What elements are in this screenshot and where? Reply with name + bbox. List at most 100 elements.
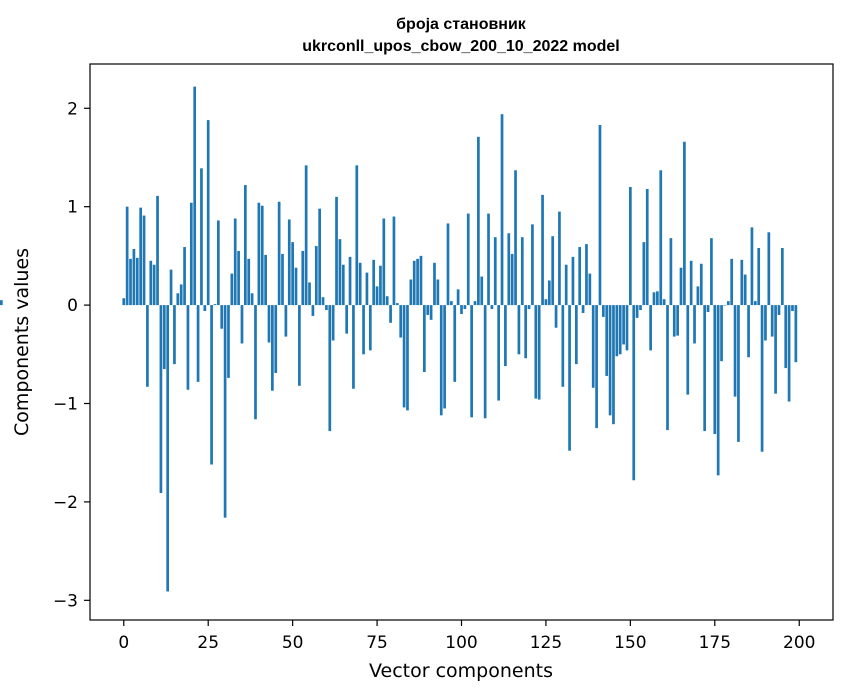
bar [142,215,146,306]
bar [730,258,734,306]
bar [456,289,460,306]
bar [125,206,129,306]
bar [274,305,278,373]
bar [176,293,180,306]
bar [693,305,696,344]
bar [720,305,723,362]
bar [362,305,365,355]
bar [416,258,419,306]
bar [0,300,3,306]
bar [409,279,413,306]
bar [500,114,504,306]
bar [331,305,335,341]
bar [250,293,254,306]
bar [713,305,717,435]
bar [433,262,436,306]
y-axis-ticks: −3 −2 −1 0 1 2 [53,99,90,611]
x-axis-label: Vector components [369,660,553,682]
bar [669,238,673,306]
bars-group [0,86,798,592]
bar [591,305,595,388]
bar [395,303,399,306]
bar [595,305,598,429]
bar [365,272,369,306]
bar [672,305,676,337]
bar [382,218,386,306]
bar [460,305,463,314]
bar [764,305,767,341]
bar [794,305,798,363]
bar [277,201,281,306]
bar [547,280,551,306]
x-tick-label: 150 [614,633,646,653]
bar [402,305,406,408]
chart-title-line-1: броја становник [396,16,527,33]
bar [429,305,433,320]
bar [321,297,325,306]
bar [379,265,382,306]
bar [612,305,615,425]
bar [574,305,578,365]
bar [156,195,159,306]
bar [314,246,318,306]
bar [601,305,605,317]
bar [152,264,156,306]
y-tick-label: −3 [53,591,78,611]
bar [267,305,271,343]
bar [615,305,619,357]
bar [477,136,480,306]
bar [777,305,781,315]
bar [284,305,288,337]
x-tick-label: 0 [118,633,129,653]
bar [240,305,244,344]
bar [254,305,257,420]
bar [598,125,602,306]
bar [450,301,453,306]
bar [368,305,372,351]
bar [308,282,311,306]
bar [608,305,612,416]
x-tick-label: 125 [530,633,562,653]
bar [504,305,507,367]
bar [480,276,484,306]
bar [760,305,764,452]
y-tick-label: −2 [53,493,78,513]
bar [561,305,565,387]
bar [213,304,217,306]
bar [271,305,274,391]
x-axis-ticks: 0 25 50 75 100 125 150 175 200 [118,620,815,653]
bar [679,267,683,306]
x-tick-label: 25 [197,633,219,653]
bar [385,296,389,306]
bar [588,273,592,306]
bar [341,264,345,306]
bar [699,263,703,306]
x-tick-label: 100 [445,633,477,653]
bar [358,262,362,306]
bar [220,305,224,329]
bar [159,305,163,494]
bar [149,260,153,306]
bar [466,213,470,306]
bar [325,305,328,311]
bar [166,305,170,592]
y-tick-label: 0 [67,296,78,316]
bar [618,305,622,355]
bar [423,305,426,373]
bar [210,305,213,465]
bar [652,292,656,306]
bar [696,286,700,306]
bar [487,213,490,306]
bar [406,305,409,411]
bar [355,165,359,306]
bar [564,264,568,306]
bar [531,224,534,306]
bar [767,232,771,306]
bar [146,305,149,387]
bar [179,284,183,306]
bar [689,260,693,306]
y-tick-label: −1 [53,395,78,415]
bar [237,250,240,306]
bar [230,273,234,306]
